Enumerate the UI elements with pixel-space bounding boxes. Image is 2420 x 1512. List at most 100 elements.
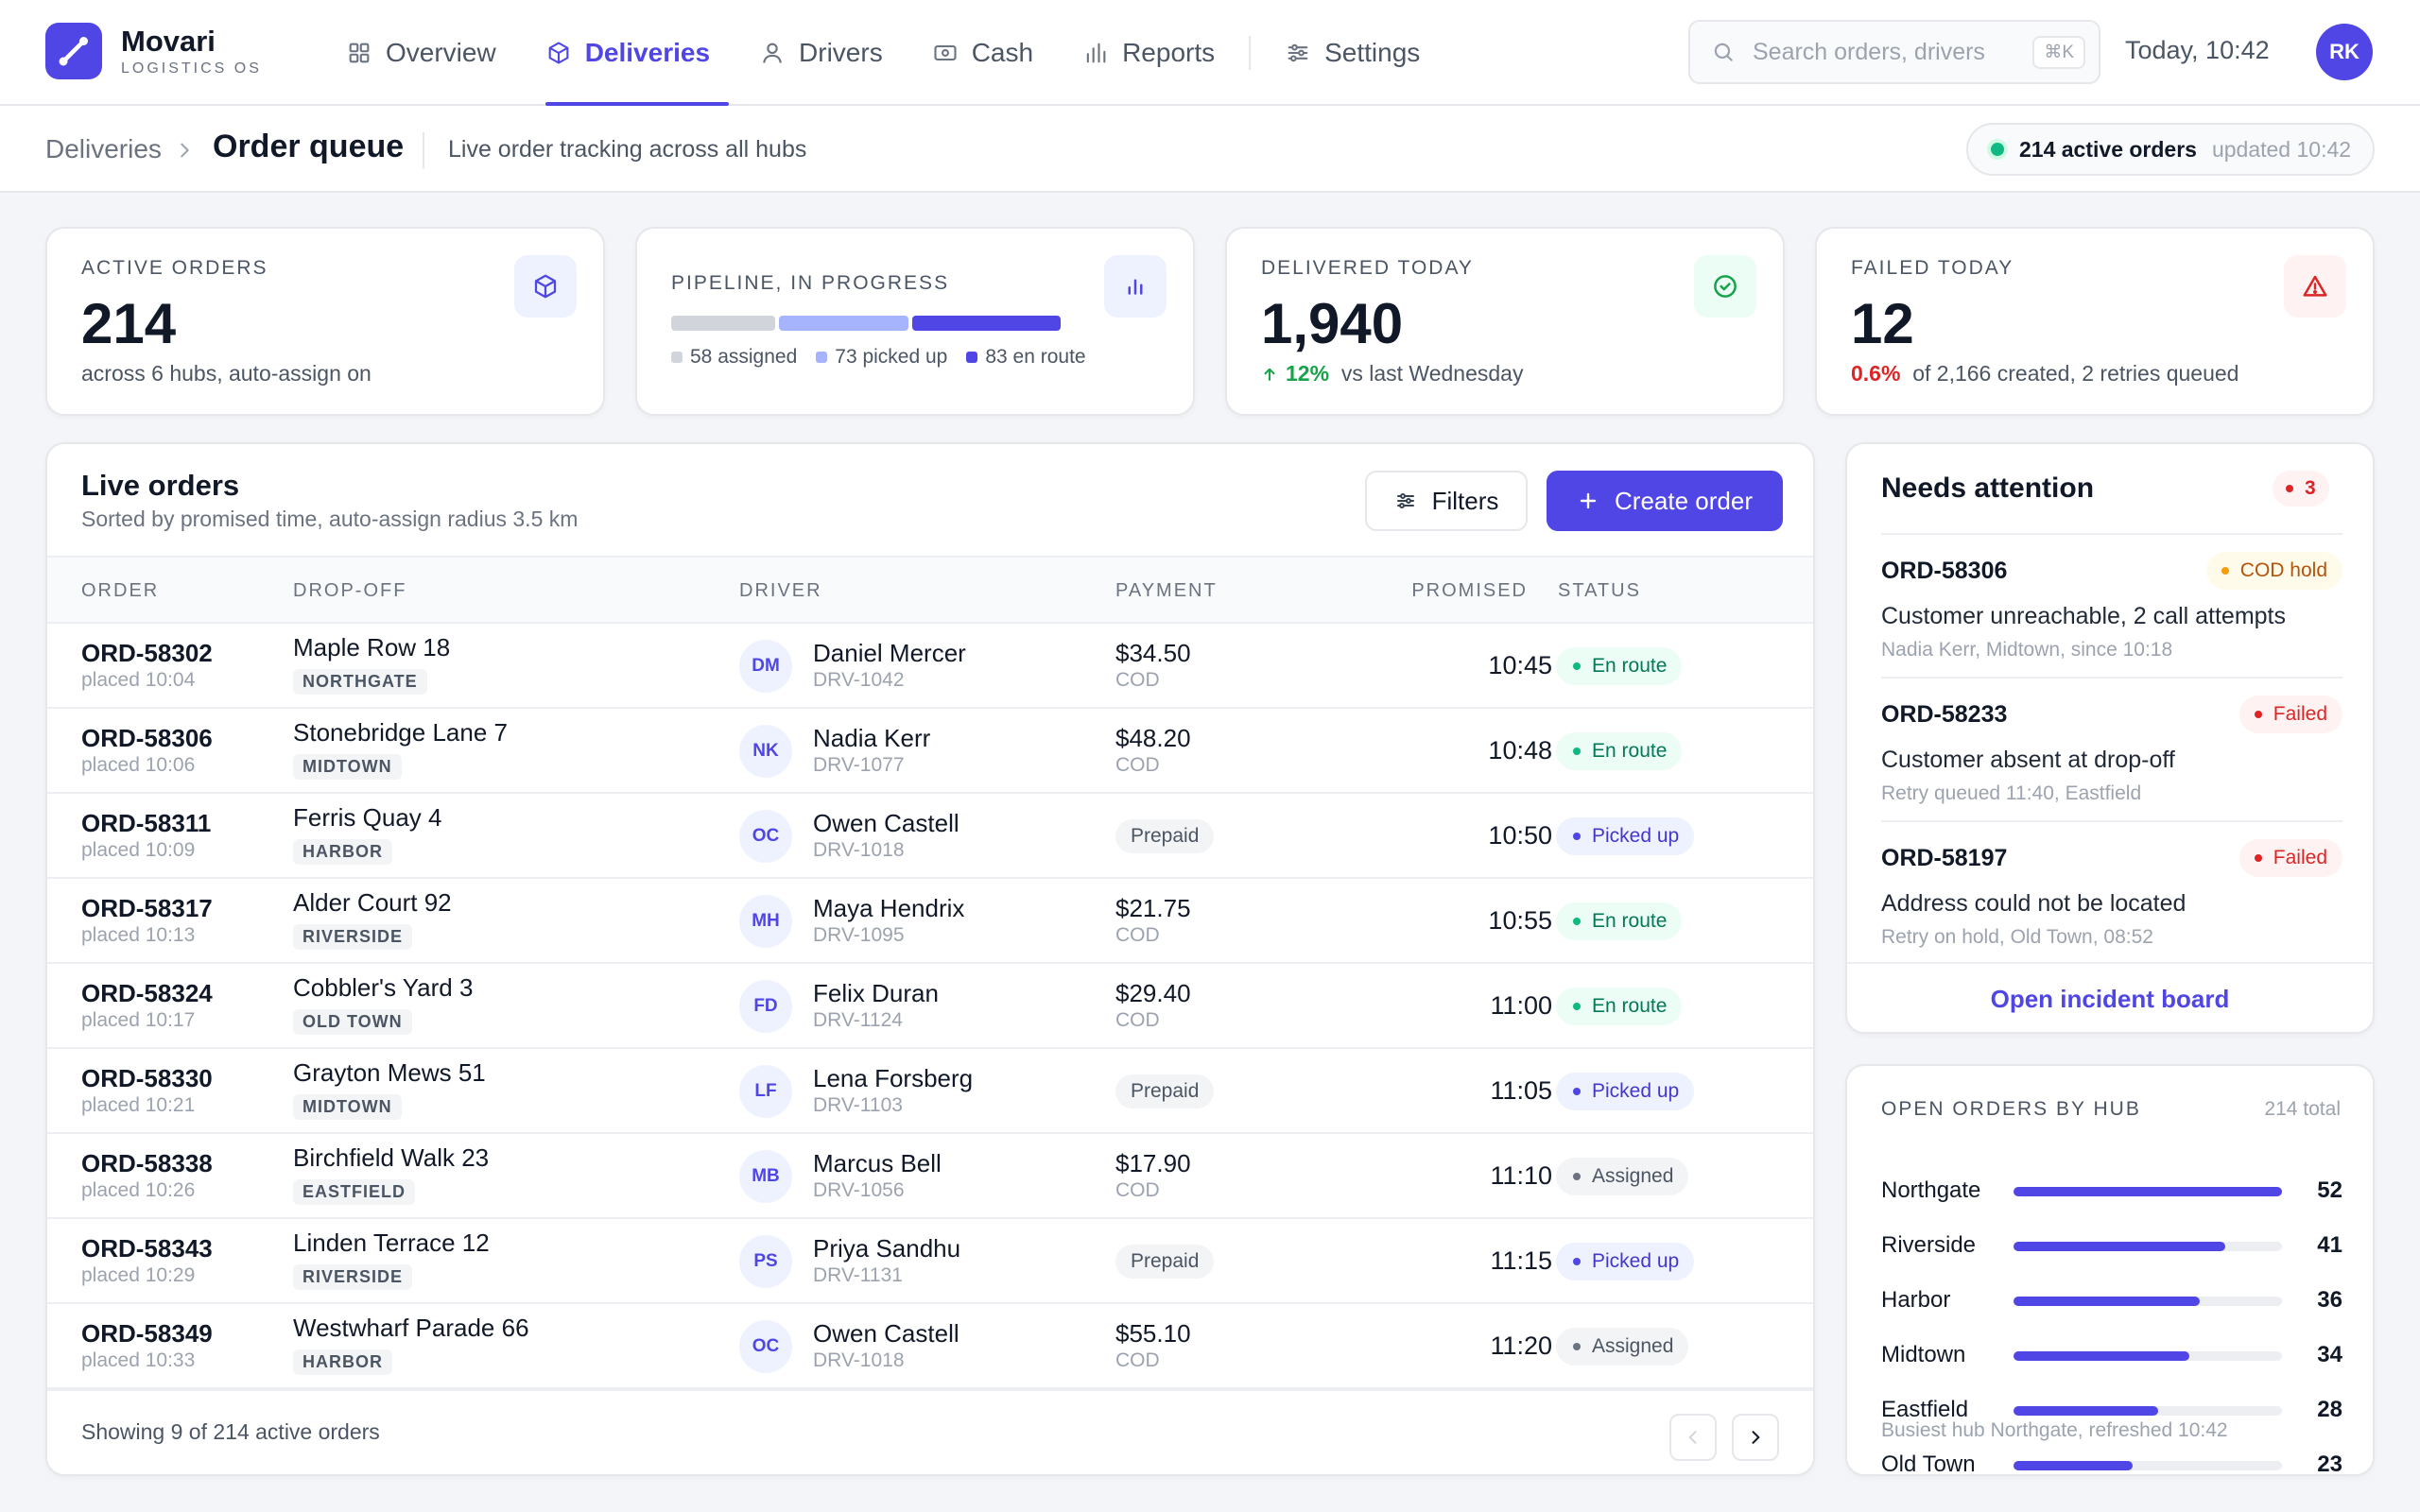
attention-order-id[interactable]: ORD-58233 — [1881, 701, 2008, 728]
table-row[interactable]: ORD-58306 placed 10:06 Stonebridge Lane 7 M… — [47, 709, 1813, 794]
payment-prepaid-badge: Prepaid — [1115, 1074, 1215, 1108]
status-label: Picked up — [1592, 825, 1680, 847]
driver-avatar[interactable]: NK — [739, 725, 792, 778]
driver-avatar[interactable]: LF — [739, 1065, 792, 1118]
driver-name[interactable]: Owen Castell — [813, 809, 959, 837]
cash-icon — [932, 40, 959, 66]
hubs-total: 214 total — [2264, 1098, 2341, 1120]
hub-count: 36 — [2317, 1287, 2342, 1313]
payment-amount: $21.75 — [1115, 894, 1191, 922]
stat-card-delivered: DELIVERED TODAY 1,940 12% vs last Wednes… — [1225, 227, 1785, 416]
orders-by-hub-panel: OPEN ORDERS BY HUB 214 total Northgate 52… — [1845, 1064, 2375, 1477]
driver-avatar[interactable]: MH — [739, 895, 792, 948]
attention-order-id[interactable]: ORD-58306 — [1881, 558, 2008, 584]
driver-name[interactable]: Priya Sandhu — [813, 1234, 961, 1263]
status-badge: Picked up — [1556, 1243, 1695, 1280]
table-row[interactable]: ORD-58338 placed 10:26 Birchfield Walk 23 E… — [47, 1134, 1813, 1219]
live-updated-time: updated 10:42 — [2211, 136, 2352, 162]
order-placed-time: placed 10:21 — [81, 1094, 196, 1116]
order-id[interactable]: ORD-58311 — [81, 809, 212, 837]
status-badge: En route — [1556, 647, 1683, 685]
hub-bar-track — [2014, 1351, 2282, 1361]
order-id[interactable]: ORD-58349 — [81, 1319, 213, 1348]
driver-name[interactable]: Daniel Mercer — [813, 639, 966, 667]
order-id[interactable]: ORD-58324 — [81, 979, 213, 1007]
order-id[interactable]: ORD-58306 — [81, 724, 213, 752]
order-id[interactable]: ORD-58317 — [81, 894, 213, 922]
dropoff-address: Stonebridge Lane 7 — [293, 718, 508, 747]
hub-badge: RIVERSIDE — [293, 924, 413, 950]
attention-item[interactable]: ORD-58306 COD hold Customer unreachable, 2… — [1881, 535, 2342, 679]
driver-name[interactable]: Nadia Kerr — [813, 724, 931, 752]
driver-avatar[interactable]: OC — [739, 810, 792, 863]
order-id[interactable]: ORD-58330 — [81, 1064, 213, 1092]
column-header-dropoff[interactable]: DROP-OFF — [293, 580, 407, 601]
column-header-order[interactable]: ORDER — [81, 580, 160, 601]
hub-name: Riverside — [1881, 1232, 1977, 1258]
status-dot — [1573, 1003, 1581, 1010]
status-label: Assigned — [1592, 1165, 1674, 1187]
box-icon — [514, 255, 577, 318]
column-header-payment[interactable]: PAYMENT — [1115, 580, 1218, 601]
stat-card-active-orders: ACTIVE ORDERS 214 across 6 hubs, auto-as… — [45, 227, 605, 416]
nav-deliveries[interactable]: Deliveries — [530, 0, 730, 106]
next-page-button[interactable] — [1732, 1414, 1779, 1461]
table-row[interactable]: ORD-58317 placed 10:13 Alder Court 92 RIVER… — [47, 879, 1813, 964]
stat-card-pipeline: PIPELINE, IN PROGRESS 58 assigned 73 pic… — [635, 227, 1195, 416]
status-badge: En route — [1556, 988, 1683, 1025]
attention-item[interactable]: ORD-58197 Failed Address could not be loca… — [1881, 822, 2342, 966]
driver-avatar[interactable]: FD — [739, 980, 792, 1033]
column-header-status[interactable]: STATUS — [1558, 580, 1641, 601]
divider — [423, 132, 424, 168]
driver-avatar[interactable]: PS — [739, 1235, 792, 1288]
driver-code: DRV-1018 — [813, 1349, 905, 1371]
nav-label: Reports — [1122, 38, 1216, 67]
user-avatar[interactable]: RK — [2316, 24, 2373, 80]
prev-page-button[interactable] — [1669, 1414, 1717, 1461]
driver-avatar[interactable]: OC — [739, 1320, 792, 1373]
stat-subtext: 12% vs last Wednesday — [1261, 361, 1523, 387]
breadcrumb-deliveries[interactable]: Deliveries — [45, 134, 162, 163]
table-row[interactable]: ORD-58343 placed 10:29 Linden Terrace 12 RI… — [47, 1219, 1813, 1304]
search-box[interactable]: ⌘K — [1688, 20, 2100, 84]
nav-cash[interactable]: Cash — [917, 0, 1048, 106]
stat-value: 214 — [81, 292, 177, 355]
page-title: Order queue — [213, 129, 405, 164]
driver-avatar[interactable]: MB — [739, 1150, 792, 1203]
driver-name[interactable]: Marcus Bell — [813, 1149, 942, 1177]
nav-reports[interactable]: Reports — [1067, 0, 1230, 106]
create-order-button[interactable]: Create order — [1547, 471, 1783, 531]
table-row[interactable]: ORD-58302 placed 10:04 Maple Row 18 NORTHGA… — [47, 624, 1813, 709]
table-row[interactable]: ORD-58324 placed 10:17 Cobbler's Yard 3 OLD… — [47, 964, 1813, 1049]
driver-name[interactable]: Felix Duran — [813, 979, 939, 1007]
attention-order-id[interactable]: ORD-58197 — [1881, 845, 2008, 871]
search-input[interactable] — [1753, 38, 2033, 66]
driver-name[interactable]: Maya Hendrix — [813, 894, 965, 922]
logo-icon[interactable] — [45, 23, 102, 79]
driver-avatar[interactable]: DM — [739, 640, 792, 693]
order-id[interactable]: ORD-58302 — [81, 639, 213, 667]
driver-name[interactable]: Owen Castell — [813, 1319, 959, 1348]
payment-prepaid-badge: Prepaid — [1115, 1245, 1215, 1279]
order-id[interactable]: ORD-58343 — [81, 1234, 213, 1263]
hub-count: 28 — [2317, 1397, 2342, 1422]
order-id[interactable]: ORD-58338 — [81, 1149, 213, 1177]
pagination-summary: Showing 9 of 214 active orders — [81, 1419, 380, 1444]
nav-settings[interactable]: Settings — [1270, 0, 1435, 106]
table-row[interactable]: ORD-58349 placed 10:33 Westwharf Parade 66… — [47, 1304, 1813, 1389]
nav-overview[interactable]: Overview — [331, 0, 511, 106]
nav-label: Cash — [971, 38, 1034, 67]
panel-title: OPEN ORDERS BY HUB — [1881, 1098, 2141, 1120]
payment-amount: $48.20 — [1115, 724, 1191, 752]
check-circle-icon — [1694, 255, 1756, 318]
nav-drivers[interactable]: Drivers — [744, 0, 898, 106]
table-row[interactable]: ORD-58311 placed 10:09 Ferris Quay 4 HARBOR… — [47, 794, 1813, 879]
driver-name[interactable]: Lena Forsberg — [813, 1064, 974, 1092]
chevron-left-icon — [1684, 1428, 1703, 1447]
table-row[interactable]: ORD-58330 placed 10:21 Grayton Mews 51 MIDT… — [47, 1049, 1813, 1134]
filters-button[interactable]: Filters — [1365, 471, 1528, 531]
column-header-promised[interactable]: PROMISED — [1411, 580, 1528, 601]
open-incident-board-link[interactable]: Open incident board — [1990, 984, 2230, 1013]
attention-item[interactable]: ORD-58233 Failed Customer absent at drop-o… — [1881, 679, 2342, 822]
column-header-driver[interactable]: DRIVER — [739, 580, 822, 601]
